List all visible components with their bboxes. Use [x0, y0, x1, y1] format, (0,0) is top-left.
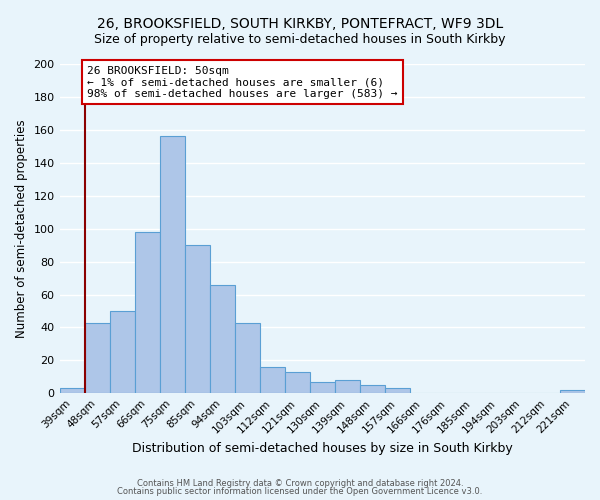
Bar [385, 388, 410, 394]
Bar [134, 232, 160, 394]
Bar [85, 322, 110, 394]
Bar [160, 136, 185, 394]
Text: Size of property relative to semi-detached houses in South Kirkby: Size of property relative to semi-detach… [94, 32, 506, 46]
Text: Contains HM Land Registry data © Crown copyright and database right 2024.: Contains HM Land Registry data © Crown c… [137, 478, 463, 488]
Bar [235, 322, 260, 394]
Bar [185, 245, 209, 394]
Bar [310, 382, 335, 394]
Y-axis label: Number of semi-detached properties: Number of semi-detached properties [15, 120, 28, 338]
Text: 26 BROOKSFIELD: 50sqm
← 1% of semi-detached houses are smaller (6)
98% of semi-d: 26 BROOKSFIELD: 50sqm ← 1% of semi-detac… [87, 66, 398, 99]
Text: 26, BROOKSFIELD, SOUTH KIRKBY, PONTEFRACT, WF9 3DL: 26, BROOKSFIELD, SOUTH KIRKBY, PONTEFRAC… [97, 18, 503, 32]
Bar [209, 284, 235, 394]
X-axis label: Distribution of semi-detached houses by size in South Kirkby: Distribution of semi-detached houses by … [132, 442, 512, 455]
Bar [59, 388, 85, 394]
Bar [335, 380, 360, 394]
Bar [260, 367, 285, 394]
Text: Contains public sector information licensed under the Open Government Licence v3: Contains public sector information licen… [118, 487, 482, 496]
Bar [360, 385, 385, 394]
Bar [560, 390, 585, 394]
Bar [110, 311, 134, 394]
Bar [285, 372, 310, 394]
